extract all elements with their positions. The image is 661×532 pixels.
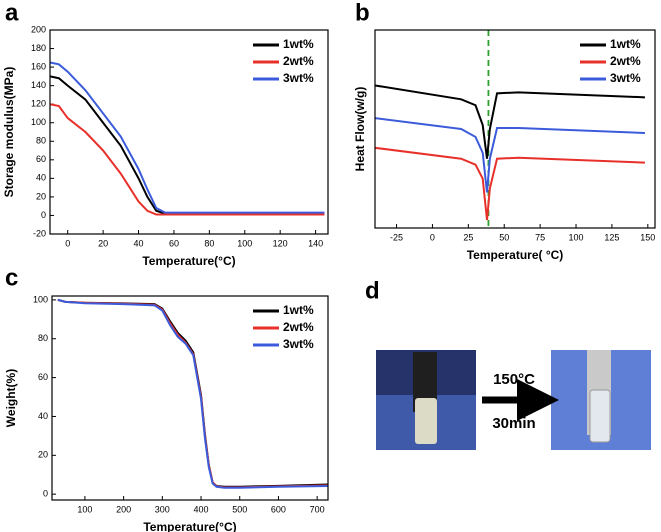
legend-label: 2wt% bbox=[610, 54, 641, 68]
y-tick-label: 200 bbox=[31, 24, 46, 34]
series-line bbox=[57, 298, 328, 489]
condition-time: 30min bbox=[492, 415, 535, 432]
x-tick-label: 150 bbox=[640, 232, 655, 242]
x-tick-label: 600 bbox=[271, 504, 286, 514]
y-tick-label: 100 bbox=[33, 294, 48, 304]
y-tick-label: 0 bbox=[43, 489, 48, 499]
panel-label: d bbox=[365, 277, 380, 304]
x-tick-label: 60 bbox=[169, 238, 179, 248]
y-tick-label: -20 bbox=[33, 228, 46, 238]
y-axis-label: Storage modulus(MPa) bbox=[2, 67, 16, 198]
x-tick-label: 0 bbox=[430, 232, 435, 242]
x-tick-label: 100 bbox=[237, 238, 252, 248]
legend-label: 2wt% bbox=[283, 320, 314, 334]
y-tick-label: 180 bbox=[31, 43, 46, 53]
x-tick-label: 25 bbox=[463, 232, 473, 242]
condition-temperature: 150°C bbox=[493, 371, 535, 388]
series-line bbox=[375, 146, 645, 221]
y-tick-label: 20 bbox=[36, 191, 46, 201]
x-tick-label: 125 bbox=[604, 232, 619, 242]
plot-frame bbox=[49, 29, 329, 235]
y-tick-label: 100 bbox=[31, 117, 46, 127]
y-tick-label: 40 bbox=[38, 411, 48, 421]
legend-label: 3wt% bbox=[283, 71, 314, 85]
x-tick-label: 140 bbox=[308, 238, 323, 248]
y-tick-label: 40 bbox=[36, 173, 46, 183]
y-tick-label: 60 bbox=[36, 154, 46, 164]
x-tick-label: -25 bbox=[390, 232, 403, 242]
x-tick-label: 200 bbox=[116, 504, 131, 514]
series-line bbox=[50, 103, 325, 216]
x-tick-label: 300 bbox=[155, 504, 170, 514]
x-axis-label: Temperature(°C) bbox=[143, 520, 236, 532]
x-tick-label: 700 bbox=[310, 504, 325, 514]
y-tick-label: 60 bbox=[38, 372, 48, 382]
y-tick-label: 0 bbox=[41, 210, 46, 220]
x-tick-label: 75 bbox=[535, 232, 545, 242]
x-axis-label: Temperature(°C) bbox=[142, 254, 235, 268]
y-tick-label: 80 bbox=[36, 136, 46, 146]
legend-label: 1wt% bbox=[283, 303, 314, 317]
y-axis-label: Weight(%) bbox=[4, 369, 18, 427]
y-axis-label: Heat Flow(w/g) bbox=[353, 87, 367, 172]
y-tick-label: 140 bbox=[31, 80, 46, 90]
x-axis-label: Temperature( °C) bbox=[467, 248, 564, 262]
legend-label: 1wt% bbox=[283, 37, 314, 51]
series-line bbox=[50, 61, 325, 214]
y-tick-label: 20 bbox=[38, 450, 48, 460]
x-tick-label: 40 bbox=[134, 238, 144, 248]
x-tick-label: 50 bbox=[499, 232, 509, 242]
panel-label: c bbox=[5, 264, 18, 291]
y-tick-label: 160 bbox=[31, 61, 46, 71]
x-tick-label: 120 bbox=[273, 238, 288, 248]
x-tick-label: 0 bbox=[65, 238, 70, 248]
series-line bbox=[375, 84, 645, 159]
photo-after bbox=[551, 350, 651, 450]
y-tick-label: 80 bbox=[38, 333, 48, 343]
photo-before bbox=[376, 350, 476, 450]
x-tick-label: 80 bbox=[204, 238, 214, 248]
panel-label: a bbox=[5, 0, 19, 26]
x-tick-label: 100 bbox=[569, 232, 584, 242]
legend-label: 1wt% bbox=[610, 37, 641, 51]
legend-label: 3wt% bbox=[610, 71, 641, 85]
y-tick-label: 120 bbox=[31, 99, 46, 109]
x-tick-label: 500 bbox=[232, 504, 247, 514]
x-tick-label: 20 bbox=[98, 238, 108, 248]
panel-label: b bbox=[355, 0, 370, 26]
legend-label: 2wt% bbox=[283, 54, 314, 68]
x-tick-label: 100 bbox=[77, 504, 92, 514]
plot-frame bbox=[51, 295, 329, 501]
legend-label: 3wt% bbox=[283, 337, 314, 351]
x-tick-label: 400 bbox=[194, 504, 209, 514]
plot-frame bbox=[374, 29, 656, 229]
series-line bbox=[375, 117, 645, 193]
